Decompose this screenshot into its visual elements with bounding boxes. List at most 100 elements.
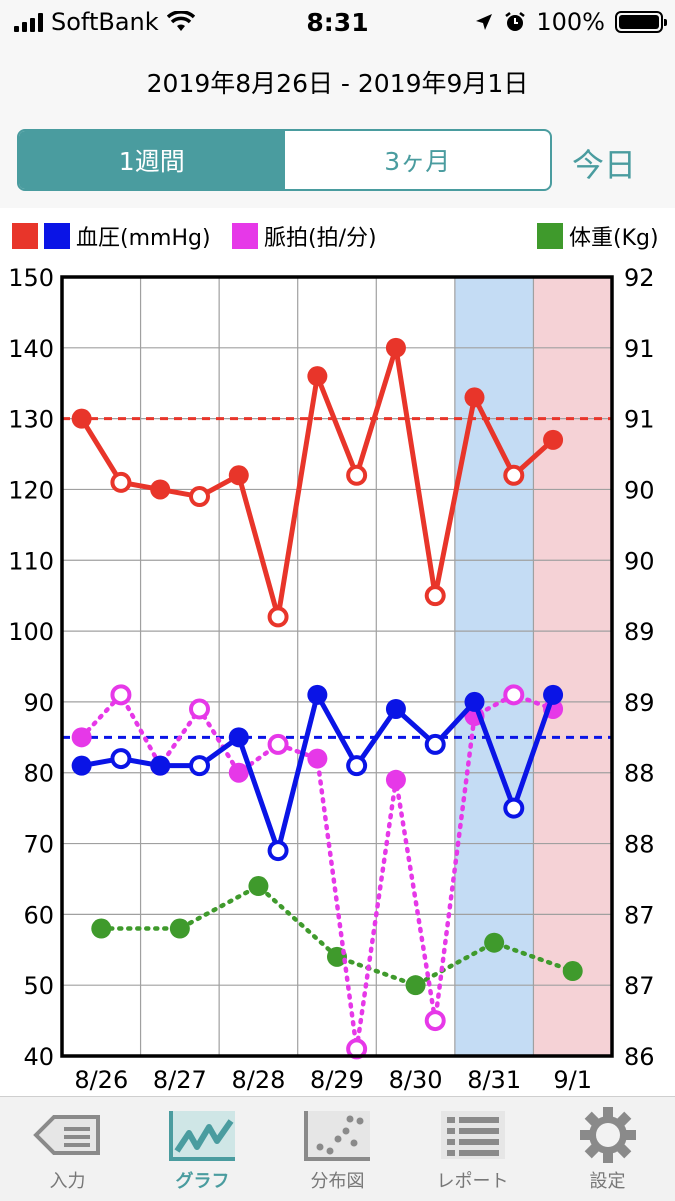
y-left-tick-label: 130 bbox=[8, 406, 54, 434]
pulse-point bbox=[424, 1010, 446, 1032]
y-right-tick-label: 91 bbox=[624, 406, 655, 434]
x-tick-label: 8/31 bbox=[467, 1066, 521, 1094]
alarm-icon bbox=[505, 12, 526, 31]
tab-input-label: 入力 bbox=[49, 1171, 86, 1192]
tab-bar: 入力 グラフ 分布図 レポート bbox=[0, 1096, 675, 1201]
y-left-tick-label: 120 bbox=[8, 476, 54, 504]
y-right-tick-label: 91 bbox=[624, 335, 655, 363]
pulse-point bbox=[228, 762, 249, 783]
legend-pulse: 脈拍(拍/分) bbox=[232, 220, 377, 252]
pulse-point bbox=[189, 698, 210, 720]
y-right-tick-label: 88 bbox=[624, 760, 655, 788]
legend-systolic-swatch bbox=[12, 223, 38, 249]
x-tick-label: 8/30 bbox=[389, 1066, 443, 1094]
period-segmented-control: 1週間 3ヶ月 bbox=[17, 129, 552, 191]
carrier-name: SoftBank bbox=[51, 8, 159, 36]
systolic-point bbox=[228, 465, 249, 486]
vitals-line-chart: 40 86 50 87 60 87 70 88 80 88 90 89 100 89 110 90 120 90 1… bbox=[8, 264, 655, 1094]
location-icon bbox=[476, 14, 493, 30]
signal-icon bbox=[14, 12, 43, 32]
pulse-point bbox=[71, 727, 92, 748]
tab-settings[interactable]: 設定 bbox=[540, 1097, 675, 1201]
diastolic-point bbox=[110, 748, 132, 770]
pulse-point bbox=[503, 684, 525, 706]
legend-diastolic-swatch bbox=[44, 223, 70, 249]
y-left-tick-label: 90 bbox=[23, 689, 54, 717]
weight-point bbox=[405, 975, 426, 996]
diastolic-point bbox=[267, 840, 289, 862]
y-right-tick-label: 87 bbox=[624, 901, 655, 929]
legend-weight: 体重(Kg) bbox=[537, 220, 659, 252]
weight-point bbox=[169, 918, 190, 939]
saturday-highlight bbox=[454, 277, 534, 1056]
legend-pulse-swatch bbox=[232, 223, 258, 249]
systolic-point bbox=[150, 479, 171, 500]
tab-input[interactable]: 入力 bbox=[0, 1097, 135, 1201]
y-right-tick-label: 90 bbox=[624, 547, 655, 575]
legend-bp-label: 血圧(mmHg) bbox=[76, 226, 211, 251]
tab-graph[interactable]: グラフ bbox=[135, 1097, 270, 1201]
diastolic-point bbox=[503, 797, 525, 819]
y-right-tick-label: 87 bbox=[624, 972, 655, 1000]
clock: 8:31 bbox=[306, 8, 369, 37]
y-right-tick-label: 89 bbox=[624, 689, 655, 717]
diastolic-point bbox=[307, 684, 328, 705]
pulse-point bbox=[110, 684, 132, 706]
status-bar: SoftBank 8:31 100% bbox=[0, 0, 675, 46]
tab-report[interactable]: レポート bbox=[405, 1097, 540, 1201]
y-left-tick-label: 40 bbox=[23, 1043, 54, 1071]
diastolic-point bbox=[228, 727, 249, 748]
y-left-tick-label: 150 bbox=[8, 264, 54, 292]
legend-pulse-label: 脈拍(拍/分) bbox=[264, 226, 377, 251]
y-right-tick-label: 92 bbox=[624, 264, 655, 292]
tab-report-label: レポート bbox=[436, 1171, 509, 1192]
y-left-tick-label: 70 bbox=[23, 831, 54, 859]
scatter-icon bbox=[303, 1111, 370, 1161]
systolic-point bbox=[110, 471, 132, 493]
diastolic-point bbox=[385, 698, 406, 719]
y-right-tick-label: 88 bbox=[624, 831, 655, 859]
chart-area: 血圧(mmHg) 脈拍(拍/分) 体重(Kg) 40 86 50 87 60 87 70 88… bbox=[0, 208, 675, 1096]
y-left-tick-label: 140 bbox=[8, 335, 54, 363]
legend-weight-swatch bbox=[537, 223, 563, 249]
systolic-point bbox=[189, 486, 210, 508]
battery-icon bbox=[615, 11, 667, 33]
gear-icon bbox=[579, 1107, 636, 1163]
y-left-tick-label: 110 bbox=[8, 547, 54, 575]
systolic-point bbox=[267, 606, 289, 628]
diastolic-point bbox=[346, 755, 368, 777]
diastolic-point bbox=[71, 755, 92, 776]
diastolic-point bbox=[189, 755, 210, 777]
systolic-point bbox=[71, 408, 92, 429]
plot-border bbox=[60, 275, 614, 1058]
x-tick-label: 8/29 bbox=[310, 1066, 364, 1094]
y-right-tick-label: 90 bbox=[624, 476, 655, 504]
date-range: 2019年8月26日 - 2019年9月1日 bbox=[146, 69, 529, 98]
pulse-point bbox=[267, 733, 289, 755]
x-tick-label: 8/28 bbox=[231, 1066, 285, 1094]
battery-percent: 100% bbox=[536, 8, 605, 36]
x-tick-label: 8/27 bbox=[153, 1066, 207, 1094]
weight-point bbox=[248, 876, 269, 897]
diastolic-point bbox=[150, 755, 171, 776]
today-button[interactable]: 今日 bbox=[572, 146, 637, 184]
x-tick-label: 8/26 bbox=[74, 1066, 128, 1094]
y-left-tick-label: 80 bbox=[23, 760, 54, 788]
systolic-point bbox=[543, 429, 564, 450]
x-tick-label: 9/1 bbox=[553, 1066, 592, 1094]
segment-1-week[interactable]: 1週間 bbox=[19, 131, 285, 189]
segment-3-months[interactable]: 3ヶ月 bbox=[384, 147, 451, 176]
weight-point bbox=[562, 961, 583, 982]
systolic-point bbox=[307, 366, 328, 387]
input-icon bbox=[32, 1115, 100, 1155]
legend-weight-label: 体重(Kg) bbox=[569, 226, 659, 251]
tab-scatter-label: 分布図 bbox=[310, 1171, 365, 1192]
diastolic-point bbox=[424, 733, 446, 755]
systolic-point bbox=[464, 387, 485, 408]
wifi-icon bbox=[166, 11, 195, 31]
tab-settings-label: 設定 bbox=[589, 1171, 626, 1192]
systolic-point bbox=[346, 464, 368, 486]
tab-scatter[interactable]: 分布図 bbox=[270, 1097, 405, 1201]
diastolic-point bbox=[543, 684, 564, 705]
sunday-highlight bbox=[533, 277, 612, 1056]
